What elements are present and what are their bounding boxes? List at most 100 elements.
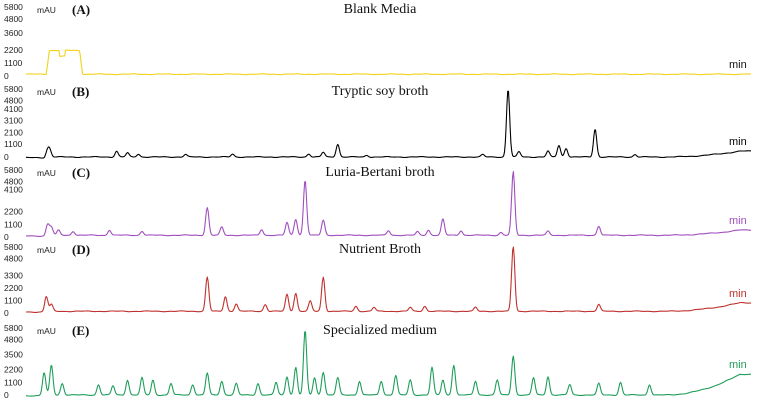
peak-point [286,222,287,223]
y-tick-label: 0 [4,232,9,242]
peak-point [410,307,411,308]
trace-line [25,331,751,397]
y-tick-label: 3100 [4,116,23,126]
y-tick-label: 5800 [4,165,23,175]
y-tick-label: 4100 [4,185,23,195]
peak-point [305,179,306,180]
peak-point [207,372,208,373]
peak-point [46,296,47,297]
peak-point [314,377,315,378]
peak-point [49,151,50,152]
panel-letter: (D) [72,242,90,257]
peak-point [265,304,266,305]
peak-point [127,379,128,380]
panel-title: Blank Media [344,2,417,17]
x-unit-label: min [729,288,747,300]
peak-point [51,364,52,365]
peak-point [236,383,237,384]
peak-point [460,230,461,231]
peak-point [138,153,139,154]
peak-point [513,355,514,356]
y-unit-label: mAU [37,168,56,178]
y-tick-label: 0 [4,152,9,162]
peak-point [221,227,222,228]
peak-point [221,381,222,382]
peak-point [323,152,324,153]
y-tick-label: 2200 [4,207,23,217]
y-tick-label: 2100 [4,127,23,137]
peak-point [185,154,186,155]
peak-point [424,306,425,307]
y-tick-label: 5800 [4,2,23,12]
peak-point [598,304,599,305]
peak-point [547,231,548,232]
peak-point [51,304,52,305]
panel-5: 0 1100 2200 3500 4800 5800 mAU (E) Specialized m… [4,323,751,400]
peak-point [442,218,443,219]
y-tick-label: 1100 [4,58,23,68]
peak-point [44,371,45,372]
y-tick-label: 4800 [4,177,23,187]
peak-point [649,384,650,385]
peak-point [323,371,324,372]
peak-point [47,224,48,225]
x-unit-label: min [729,59,747,71]
peak-point [428,229,429,230]
trace-line [26,246,752,313]
peak-point [152,379,153,380]
panel-letter: (B) [72,84,89,99]
y-tick-label: 0 [4,390,9,400]
peak-point [359,381,360,382]
peak-point [295,218,296,219]
panel-1: 0 1100 2200 3600 4800 5800 mAU (A) Blank Media mi… [4,2,752,81]
panel-letter: (C) [72,165,90,180]
peak-point [598,383,599,384]
peak-point [518,151,519,152]
peak-point [381,381,382,382]
peak-point [337,144,338,145]
y-tick-label: 1100 [4,219,23,229]
y-tick-label: 3500 [4,350,23,360]
peak-point [261,229,262,230]
panel-letter: (E) [72,323,89,338]
x-unit-label: min [729,359,747,371]
peak-point [116,151,117,152]
peak-point [442,379,443,380]
panel-title: Luria-Bertani broth [325,165,434,180]
y-tick-label: 3600 [4,28,23,38]
peak-point [127,152,128,153]
peak-point [634,154,635,155]
peak-point [475,307,476,308]
y-unit-label: mAU [37,87,56,97]
peak-point [453,364,454,365]
y-tick-label: 4800 [4,14,23,24]
peak-point [51,227,52,228]
panel-letter: (A) [72,2,90,17]
peak-point [482,154,483,155]
peak-point [323,277,324,278]
peak-point [595,128,596,129]
x-unit-label: min [729,136,747,148]
peak-point [547,151,548,152]
peak-point [513,171,514,172]
peak-point [569,384,570,385]
peak-point [355,306,356,307]
y-tick-label: 4100 [4,104,23,114]
y-tick-label: 4800 [4,335,23,345]
peak-point [500,232,501,233]
y-tick-label: 2200 [4,283,23,293]
peak-point [547,376,548,377]
panel-title: Specialized medium [323,323,437,338]
peak-point [170,383,171,384]
peak-point [295,292,296,293]
y-unit-label: mAU [37,245,56,255]
peak-point [533,377,534,378]
trace-line [25,171,752,237]
peak-point [207,207,208,208]
peak-point [141,231,142,232]
y-unit-label: mAU [37,5,56,15]
